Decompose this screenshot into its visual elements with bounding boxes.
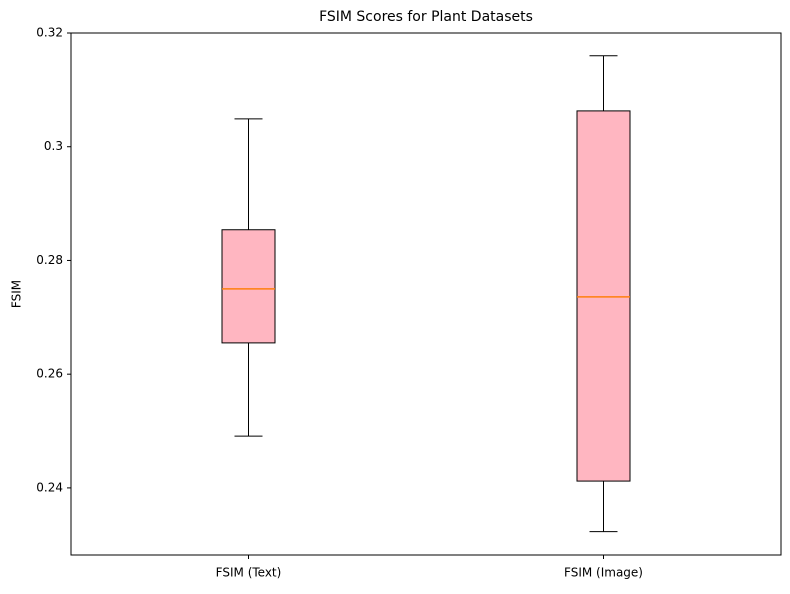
y-tick-label: 0.26 <box>36 367 63 381</box>
chart-title: FSIM Scores for Plant Datasets <box>319 9 533 25</box>
box <box>221 229 276 344</box>
y-tick-label: 0.28 <box>36 253 63 267</box>
x-tick-label: FSIM (Text) <box>216 566 282 580</box>
y-axis-label: FSIM <box>10 280 24 308</box>
plot-frame <box>70 32 782 556</box>
y-tick-label: 0.3 <box>44 139 63 153</box>
y-tick-label: 0.24 <box>36 480 63 494</box>
x-tick-label: FSIM (Image) <box>564 566 643 580</box>
box <box>576 110 631 482</box>
y-tick-label: 0.32 <box>36 26 63 40</box>
